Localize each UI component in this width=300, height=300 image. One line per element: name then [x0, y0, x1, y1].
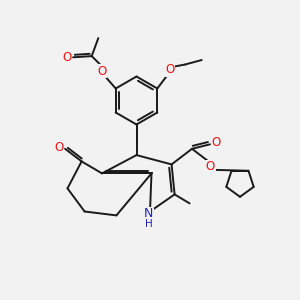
- Text: H: H: [145, 219, 152, 229]
- Text: N: N: [144, 207, 153, 220]
- Text: O: O: [55, 141, 64, 154]
- Text: O: O: [166, 63, 175, 76]
- Text: O: O: [212, 136, 220, 149]
- Text: O: O: [62, 51, 71, 64]
- Text: O: O: [206, 160, 215, 173]
- Text: O: O: [98, 64, 107, 78]
